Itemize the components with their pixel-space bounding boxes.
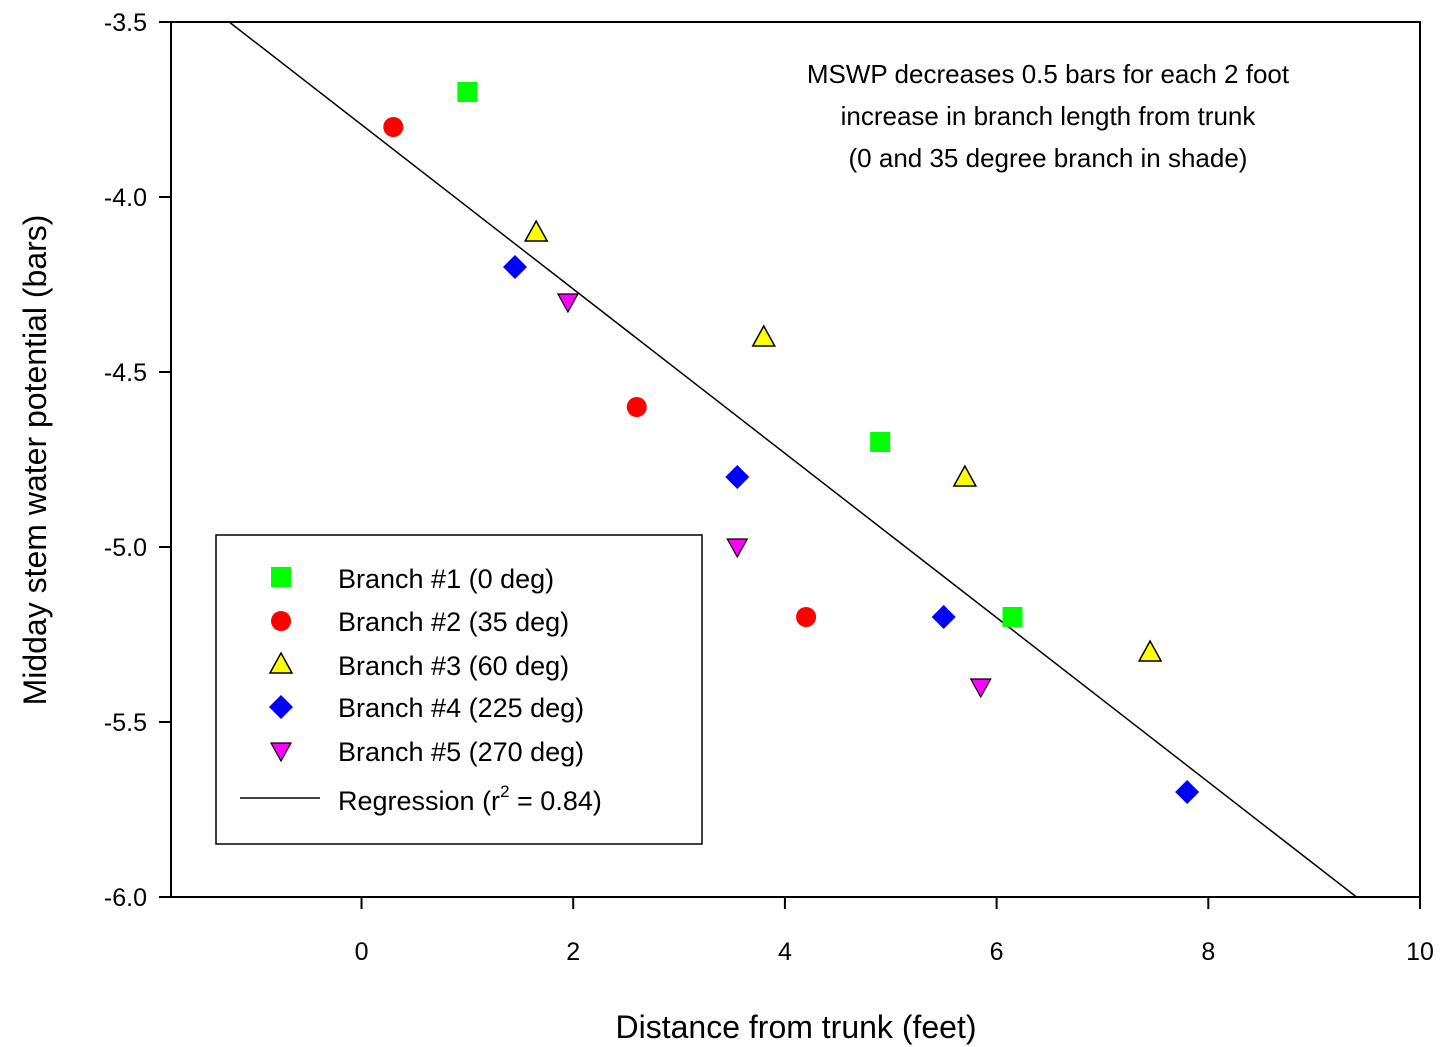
data-point-branch-2 [383, 117, 404, 137]
plot-frame [170, 21, 1421, 898]
regression-line [228, 21, 1357, 898]
x-tick-label: 2 [566, 938, 580, 966]
x-axis-ticks: 0 2 4 6 8 10 [355, 897, 1434, 966]
y-axis-label: Midday stem water potential (bars) [17, 215, 53, 706]
x-tick-label: 8 [1201, 938, 1215, 966]
data-point-branch-5 [556, 293, 579, 314]
data-point-branch-4 [503, 255, 528, 279]
data-markers [383, 82, 1200, 804]
legend-symbol-branch-3 [268, 651, 294, 674]
data-point-branch-3 [751, 324, 777, 347]
data-point-branch-4 [931, 605, 956, 629]
y-tick-label: -3.5 [104, 9, 147, 37]
legend-symbol-branch-2 [271, 611, 291, 631]
legend-label-branch-5: Branch #5 (270 deg) [338, 737, 584, 767]
annotation-line-2: increase in branch length from trunk [841, 101, 1257, 131]
y-tick-label: -4.0 [104, 184, 147, 212]
data-point-branch-3 [952, 464, 978, 487]
x-tick-label: 6 [990, 938, 1004, 966]
y-tick-label: -6.0 [104, 884, 147, 912]
legend-symbol-branch-5 [269, 742, 293, 763]
legend-label-branch-4: Branch #4 (225 deg) [338, 693, 584, 723]
legend-label-branch-1: Branch #1 (0 deg) [338, 564, 554, 594]
annotation: MSWP decreases 0.5 bars for each 2 foot … [807, 59, 1290, 173]
data-point-branch-3 [523, 219, 549, 242]
data-point-branch-1 [1002, 607, 1023, 627]
data-point-branch-5 [969, 678, 992, 699]
y-tick-label: -5.5 [104, 709, 147, 737]
annotation-line-1: MSWP decreases 0.5 bars for each 2 foot [807, 59, 1290, 89]
legend-label-branch-2: Branch #2 (35 deg) [338, 607, 569, 637]
legend-regression-text: Regression (r [338, 786, 500, 816]
data-point-branch-1 [457, 82, 478, 102]
legend-symbol-branch-1 [271, 567, 291, 587]
x-tick-label: 4 [778, 938, 792, 966]
data-point-branch-4 [1175, 780, 1200, 804]
data-point-branch-5 [726, 538, 749, 559]
data-point-branch-2 [626, 397, 647, 417]
legend-label-regression: Regression (r2 = 0.84) [338, 782, 602, 816]
data-point-branch-2 [796, 607, 817, 627]
data-point-branch-1 [870, 432, 891, 452]
regression-layer [228, 21, 1357, 898]
legend-regression-tail: = 0.84) [510, 786, 602, 816]
legend-regression-sup: 2 [500, 782, 509, 801]
y-tick-label: -4.5 [104, 359, 147, 387]
x-tick-label: 10 [1406, 938, 1434, 966]
legend-box [215, 534, 703, 845]
legend: Branch #1 (0 deg) Branch #2 (35 deg) Bra… [215, 534, 703, 845]
data-point-branch-4 [725, 465, 750, 489]
annotation-line-3: (0 and 35 degree branch in shade) [849, 143, 1248, 173]
x-tick-label: 0 [355, 938, 369, 966]
y-tick-label: -5.0 [104, 534, 147, 562]
y-axis-ticks: -3.5 -4.0 -4.5 -5.0 -5.5 -6.0 [104, 9, 171, 912]
legend-symbols [268, 567, 294, 763]
data-point-branch-3 [1137, 639, 1163, 662]
legend-symbol-branch-4 [269, 695, 293, 719]
legend-label-branch-3: Branch #3 (60 deg) [338, 651, 569, 681]
x-axis-label: Distance from trunk (feet) [616, 1009, 977, 1045]
